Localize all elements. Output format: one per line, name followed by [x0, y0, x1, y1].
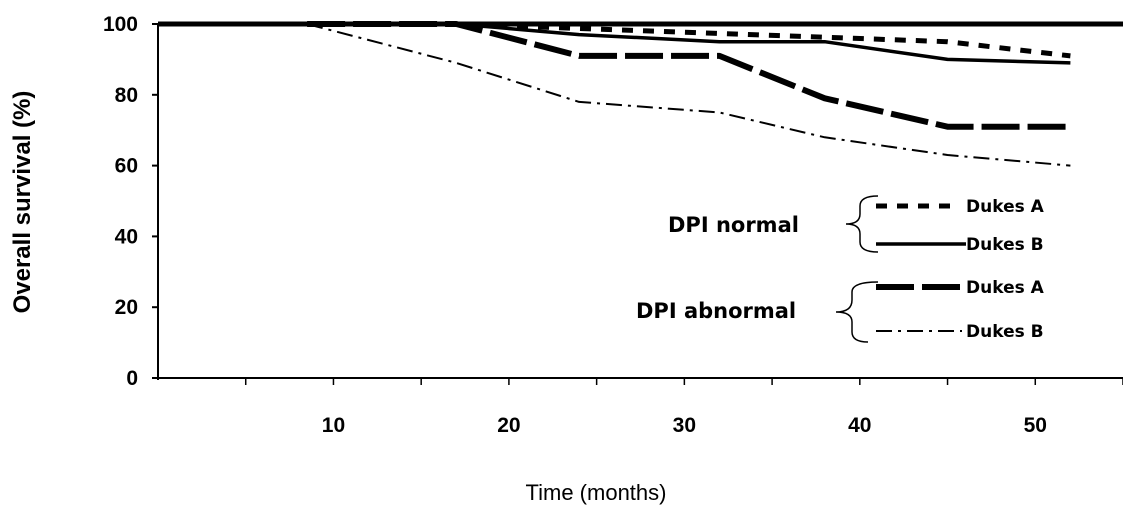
x-tick-label: 40	[848, 414, 871, 437]
x-tick-label: 10	[322, 414, 345, 437]
y-tick-label: 0	[126, 367, 138, 390]
legend-entry-abnormal-dukes-b: Dukes B	[966, 322, 1044, 342]
series-line-dpi-normal-dukes-a	[307, 21, 1071, 59]
legend-entry-abnormal-dukes-a: Dukes A	[966, 278, 1045, 298]
legend-group-dpi-normal: DPI normal	[668, 213, 799, 237]
legend-entry-normal-dukes-b: Dukes B	[966, 235, 1044, 255]
y-tick-label: 60	[115, 155, 138, 178]
y-axis-label: Overall survival (%)	[9, 91, 36, 314]
y-tick-label: 100	[103, 13, 138, 36]
legend: DPI normal Dukes A Dukes B DPI abnormal …	[636, 195, 1045, 343]
x-tick-label: 50	[1024, 414, 1047, 437]
x-axis-ticks: 10 20 30 40 50	[244, 378, 1123, 437]
legend-brace-dpi-abnormal	[835, 281, 879, 343]
axes	[152, 21, 1123, 380]
y-tick-label: 80	[115, 84, 138, 107]
legend-group-dpi-abnormal: DPI abnormal	[636, 299, 796, 323]
y-tick-label: 20	[115, 296, 138, 319]
legend-entry-normal-dukes-a: Dukes A	[966, 197, 1045, 217]
y-axis-ticks: 0 20 40 60 80 100	[103, 13, 158, 390]
series-line-dpi-abnormal-dukes-b	[306, 23, 1071, 167]
x-axis-label: Time (months)	[526, 480, 667, 505]
x-tick-label: 30	[673, 414, 696, 437]
x-tick-label: 20	[497, 414, 520, 437]
series-lines	[306, 21, 1071, 167]
y-tick-label: 40	[115, 225, 138, 248]
legend-brace-dpi-normal	[845, 195, 879, 253]
